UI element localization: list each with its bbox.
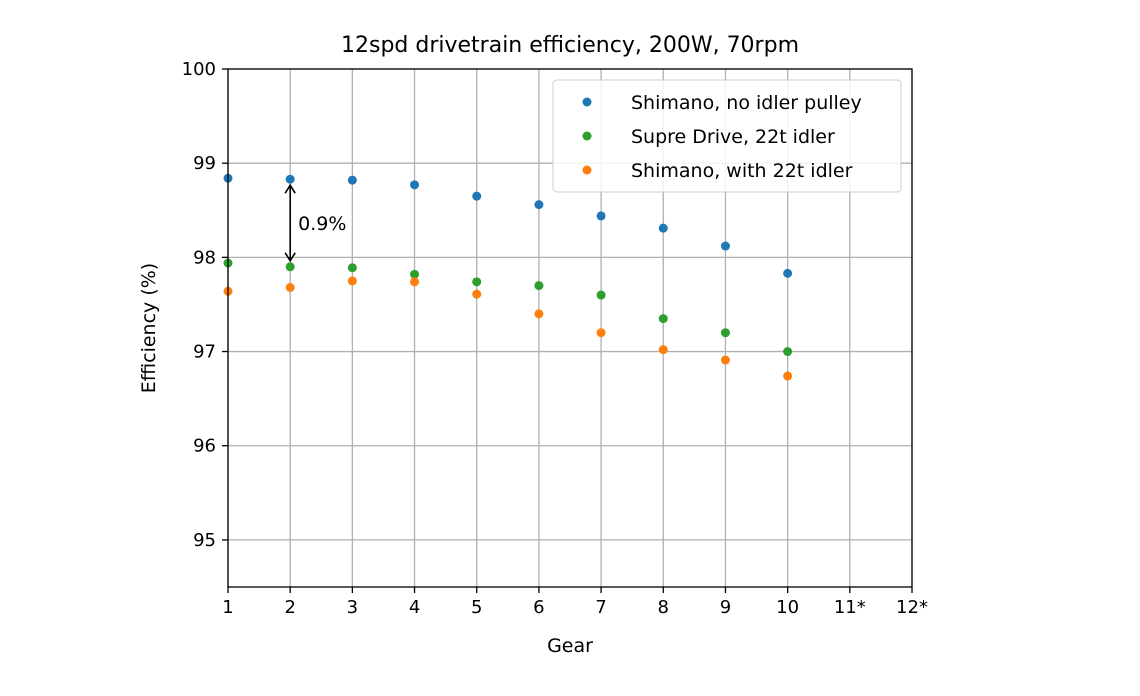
gap-annotation-label: 0.9% [298,213,346,235]
data-point [410,269,420,279]
x-tick-label: 5 [471,597,482,618]
legend-label: Shimano, with 22t idler [631,160,853,182]
y-tick-label: 96 [193,436,216,457]
y-axis-label: Efficiency (%) [138,263,160,393]
x-tick-label: 1 [222,597,233,618]
chart-title: 12spd drivetrain efficiency, 200W, 70rpm [341,33,799,58]
x-tick-label: 12* [896,597,928,618]
x-tick-label: 11* [834,597,866,618]
data-point [534,281,544,291]
data-point [783,347,793,357]
data-point [347,276,357,286]
legend-marker [582,165,592,175]
data-point [347,263,357,273]
x-tick-label: 10 [776,597,799,618]
data-point [596,211,606,221]
data-point [658,345,668,355]
data-point [472,277,482,287]
legend-label: Shimano, no idler pulley [631,92,862,114]
data-point [285,262,295,272]
data-point [596,328,606,338]
data-point [596,290,606,300]
axis-ticks: 1 2 3 4 5 6 7 8 9 10 11* 12* 95 96 97 98 99 100 [182,59,928,618]
data-point [534,200,544,210]
data-point [720,241,730,251]
gap-annotation: 0.9% [284,183,346,263]
data-point [410,180,420,190]
data-point [347,175,357,185]
legend-box [552,79,902,193]
data-point [472,191,482,201]
data-point [658,314,668,324]
data-point [410,277,420,287]
x-tick-label: 7 [595,597,606,618]
y-tick-label: 95 [193,530,216,551]
x-tick-label: 6 [533,597,544,618]
data-point [285,283,295,293]
y-tick-label: 98 [193,247,216,268]
data-point [534,309,544,319]
x-axis-label: Gear [547,635,593,657]
legend: Shimano, no idler pulley Supre Drive, 22t… [552,79,902,193]
x-tick-label: 8 [658,597,669,618]
legend-label: Supre Drive, 22t idler [631,126,835,148]
y-tick-label: 100 [182,59,216,80]
data-points [223,173,793,381]
data-point [720,355,730,365]
data-point [720,328,730,338]
legend-marker [582,97,592,107]
x-tick-label: 4 [409,597,420,618]
x-tick-label: 2 [284,597,295,618]
data-point [783,371,793,381]
legend-marker [582,131,592,141]
y-tick-label: 99 [193,153,216,174]
data-point [285,174,295,184]
plot-frame [227,68,913,588]
data-point [783,268,793,278]
x-tick-label: 9 [720,597,731,618]
y-tick-label: 97 [193,342,216,363]
data-point [658,223,668,233]
data-point [472,289,482,299]
x-tick-label: 3 [347,597,358,618]
